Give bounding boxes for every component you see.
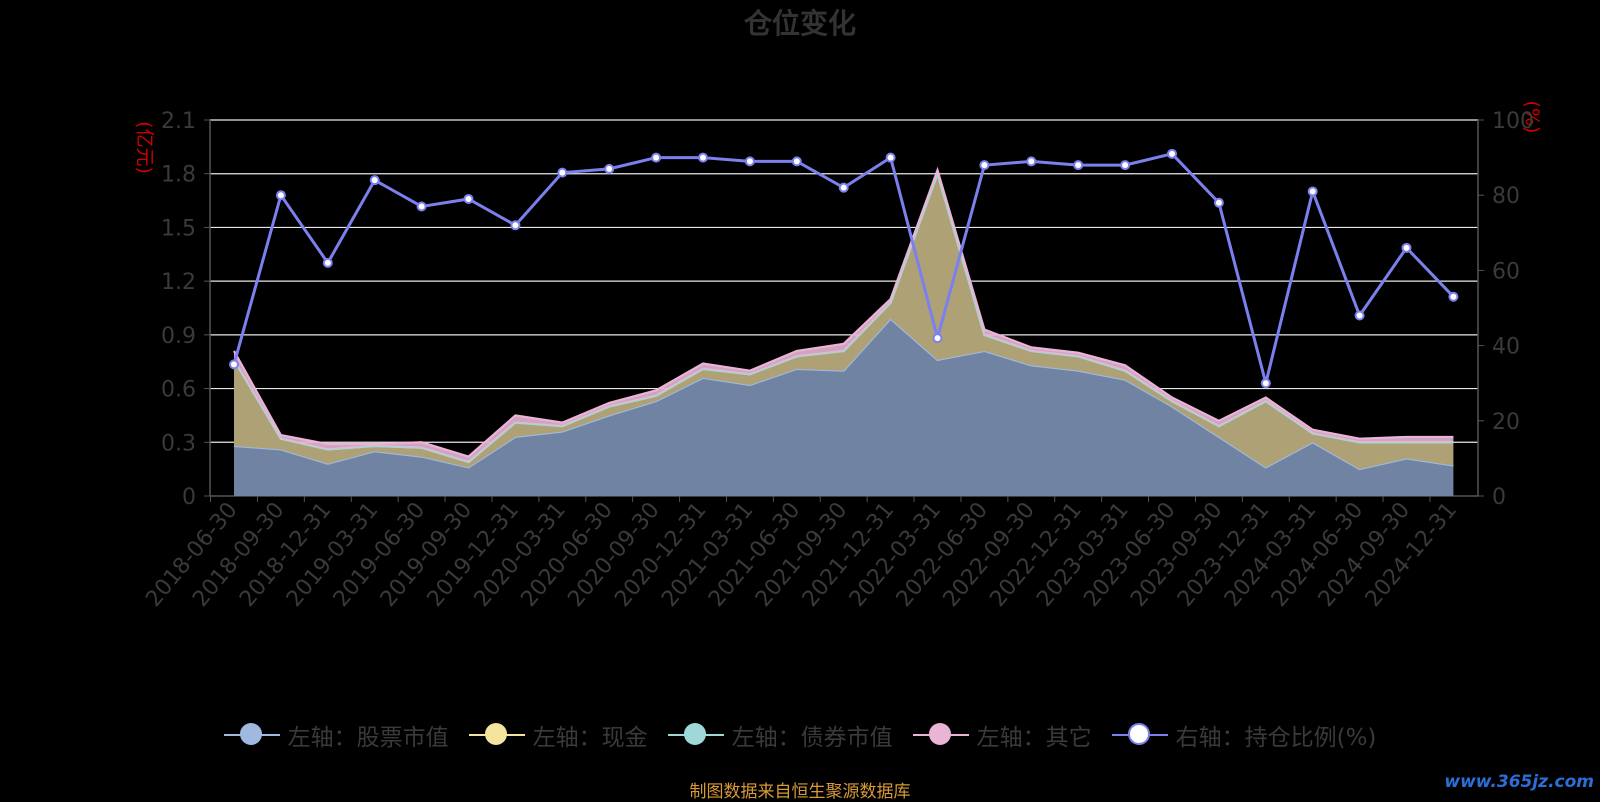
chart-title: 仓位变化 <box>743 7 856 40</box>
ratio-point <box>885 152 896 163</box>
ratio-point <box>1401 242 1412 253</box>
source-note: 制图数据来自恒生聚源数据库 <box>689 782 911 802</box>
ratio-point <box>744 156 755 167</box>
legend-label: 左轴：股票市值 <box>287 725 449 751</box>
legend-label: 左轴：债券市值 <box>731 725 893 751</box>
legend-dot <box>928 723 951 745</box>
legend-swatch <box>223 722 280 748</box>
ratio-point <box>369 175 380 186</box>
right-tick-label: 80 <box>1492 184 1520 209</box>
ratio-point <box>979 160 990 171</box>
ratio-point <box>932 333 943 344</box>
watermark: www.365jz.com <box>1444 772 1594 792</box>
left-tick-label: 0.6 <box>161 378 196 403</box>
legend-label: 右轴：持仓比例(%) <box>1175 725 1377 751</box>
legend-dot <box>1127 723 1150 745</box>
right-tick-label: 40 <box>1492 335 1520 360</box>
ratio-point <box>838 182 849 193</box>
left-tick-label: 0 <box>182 485 196 510</box>
ratio-point <box>416 201 427 212</box>
legend-label: 左轴：其它 <box>976 725 1092 751</box>
legend-swatch <box>667 722 724 748</box>
legend-dot <box>484 723 507 745</box>
ratio-point <box>1354 310 1365 321</box>
legend: 左轴：股票市值 左轴：现金 左轴：债券市值 左轴：其它 右轴：持仓比例(%) <box>0 718 1600 752</box>
legend-item[interactable]: 左轴：股票市值 <box>223 718 449 752</box>
left-tick-label: 1.2 <box>161 270 196 295</box>
legend-swatch <box>912 722 969 748</box>
ratio-point <box>1307 186 1318 197</box>
ratio-point <box>510 220 521 231</box>
area-左轴：现金 <box>234 173 1454 470</box>
legend-swatch <box>468 722 525 748</box>
ratio-point <box>557 167 568 178</box>
left-tick-label: 1.5 <box>161 216 196 241</box>
ratio-point <box>791 156 802 167</box>
ratio-point <box>698 152 708 163</box>
ratio-point <box>322 257 333 268</box>
ratio-point <box>604 163 615 174</box>
ratio-point <box>1073 160 1084 171</box>
ratio-point <box>651 152 662 163</box>
right-tick-label: 100 <box>1492 109 1534 134</box>
ratio-point <box>1448 291 1459 302</box>
ratio-point <box>1213 197 1224 208</box>
legend-item[interactable]: 左轴：债券市值 <box>667 718 893 752</box>
legend-item[interactable]: 左轴：其它 <box>912 718 1092 752</box>
left-tick-label: 2.1 <box>161 109 196 134</box>
area-edge-左轴：其它 <box>233 166 1454 458</box>
left-tick-label: 0.9 <box>161 324 196 349</box>
area-左轴：股票市值 <box>234 318 1454 496</box>
ratio-point <box>229 359 239 370</box>
legend-item[interactable]: 右轴：持仓比例(%) <box>1111 718 1377 752</box>
ratio-point <box>463 193 474 204</box>
left-tick-label: 1.8 <box>161 163 196 188</box>
ratio-point <box>1120 160 1131 171</box>
legend-label: 左轴：现金 <box>532 725 648 751</box>
ratio-point <box>275 190 286 201</box>
ratio-point <box>1260 378 1271 389</box>
right-tick-label: 20 <box>1492 410 1520 435</box>
right-tick-label: 60 <box>1492 259 1520 284</box>
ratio-point <box>1026 156 1037 167</box>
legend-item[interactable]: 左轴：现金 <box>468 718 648 752</box>
legend-dot <box>239 723 262 745</box>
legend-dot <box>683 723 706 745</box>
right-tick-label: 0 <box>1492 485 1506 510</box>
left-tick-label: 0.3 <box>161 431 196 456</box>
ratio-point <box>1167 148 1177 159</box>
legend-swatch <box>1111 722 1168 748</box>
